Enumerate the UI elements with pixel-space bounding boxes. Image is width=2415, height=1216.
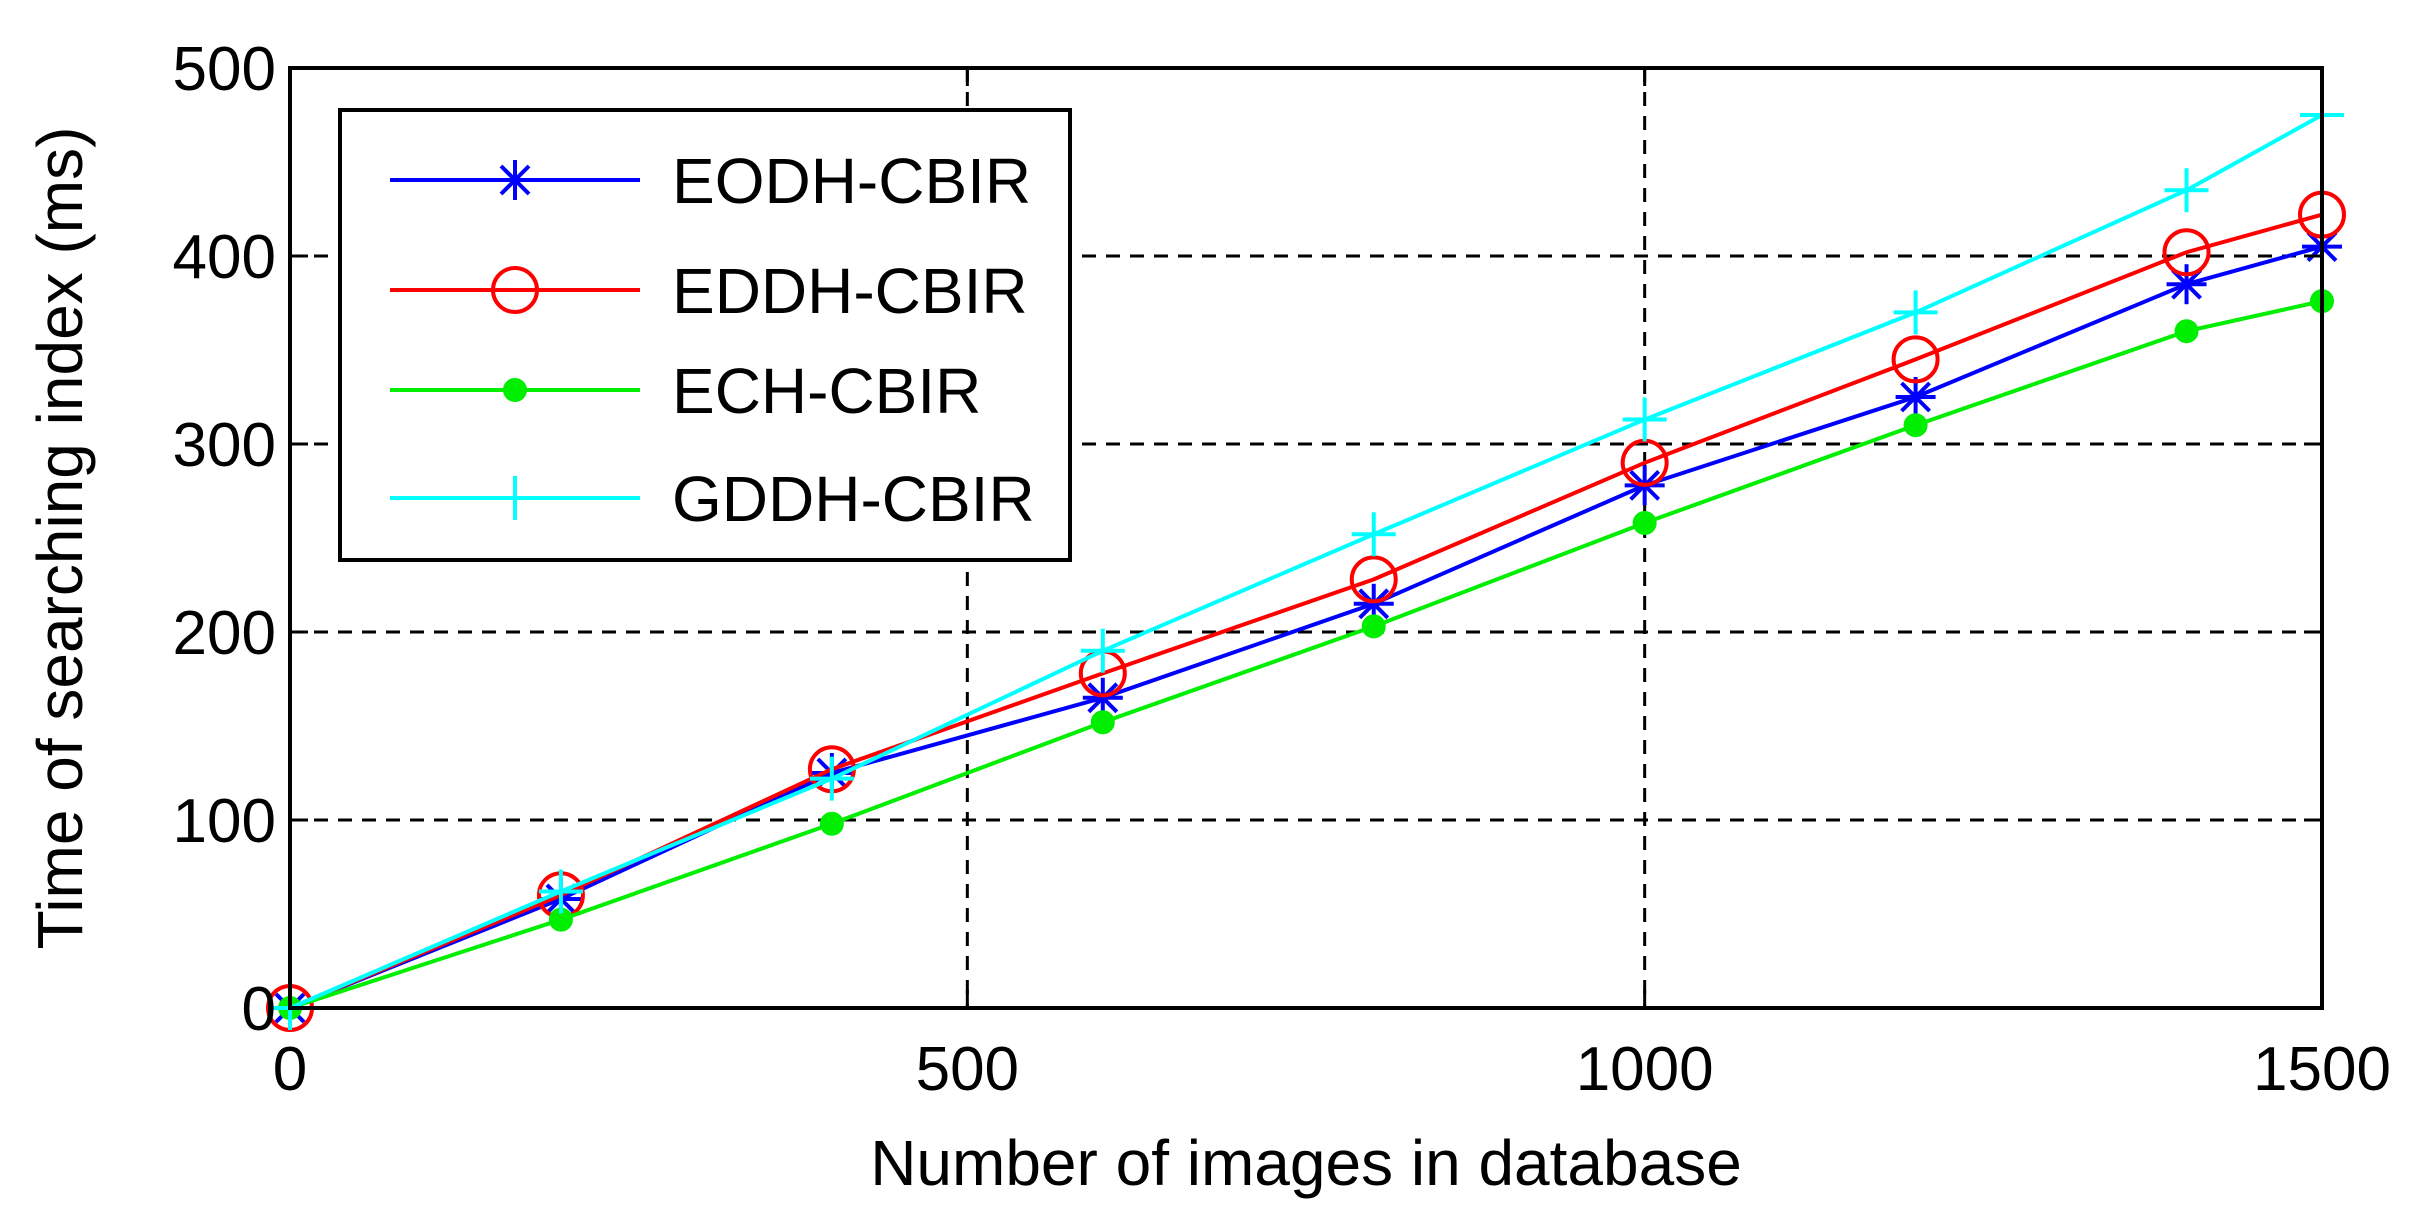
- x-axis-label: Number of images in database: [870, 1127, 1742, 1199]
- legend-item-eodh-cbir: EODH-CBIR: [390, 145, 1031, 217]
- marker-ast-d2: [1087, 682, 1119, 714]
- data-point-eddh-cbir: [2162, 228, 2211, 277]
- y-tick-label: 400: [173, 223, 276, 292]
- data-point-eodh-cbir: [2166, 264, 2207, 305]
- x-tick-label: 1000: [1576, 1035, 1714, 1104]
- data-point-ech-cbir: [1090, 710, 1115, 735]
- marker-dot: [1361, 614, 1386, 639]
- data-point-gddh-cbir: [809, 756, 854, 801]
- data-point-eddh-cbir: [1349, 555, 1398, 604]
- x-axis-ticks: 0 500 1000 1500: [273, 68, 2391, 1104]
- y-axis-label: Time of searching index (ms): [24, 127, 96, 950]
- plot-area-frame: [288, 66, 2324, 1010]
- legend-label: ECH-CBIR: [672, 355, 981, 427]
- marker-circle: [1891, 335, 1940, 384]
- series-layer: [266, 93, 2346, 1032]
- series-gddh-cbir: [268, 93, 2344, 1030]
- marker-circle: [491, 266, 539, 314]
- data-point-gddh-cbir: [1893, 290, 1938, 335]
- data-point-ech-cbir: [1903, 413, 1928, 438]
- legend-label: EDDH-CBIR: [672, 255, 1028, 327]
- data-point-gddh-cbir: [1622, 397, 1667, 442]
- marker-dot: [1632, 510, 1657, 535]
- legend-item-gddh-cbir: GDDH-CBIR: [390, 463, 1035, 535]
- data-point-gddh-cbir: [1080, 628, 1125, 673]
- data-point-ech-cbir: [2174, 319, 2199, 344]
- marker-ast-d2: [499, 164, 531, 196]
- legend: EODH-CBIR EDDH-CBIR ECH-CBIR GDDH-CBIR: [338, 108, 1072, 562]
- marker-circle: [1349, 555, 1398, 604]
- legend-box: [338, 108, 1072, 562]
- marker-dot: [819, 811, 844, 836]
- legend-label: EODH-CBIR: [672, 145, 1031, 217]
- y-tick-label: 500: [173, 35, 276, 104]
- series-ech-cbir: [278, 289, 2334, 1020]
- y-tick-label: 0: [242, 975, 276, 1044]
- y-tick-label: 200: [173, 599, 276, 668]
- data-point-ech-cbir: [1632, 510, 1657, 535]
- marker-ast-d2: [1900, 381, 1932, 413]
- data-point-gddh-cbir: [2164, 168, 2209, 213]
- legend-marker: [491, 266, 539, 314]
- data-point-eddh-cbir: [1891, 335, 1940, 384]
- y-tick-label: 300: [173, 411, 276, 480]
- x-tick-label: 0: [273, 1035, 307, 1104]
- legend-marker: [493, 476, 537, 520]
- marker-circle: [2162, 228, 2211, 277]
- data-point-ech-cbir: [1361, 614, 1386, 639]
- legend-items: EODH-CBIR EDDH-CBIR ECH-CBIR GDDH-CBIR: [390, 145, 1035, 535]
- data-point-eodh-cbir: [1895, 377, 1936, 417]
- marker-dot: [503, 378, 527, 402]
- x-tick-label: 500: [916, 1035, 1019, 1104]
- x-tick-label: 1500: [2253, 1035, 2391, 1104]
- legend-label: GDDH-CBIR: [672, 463, 1035, 535]
- legend-marker: [495, 160, 535, 200]
- legend-item-eddh-cbir: EDDH-CBIR: [390, 255, 1028, 327]
- marker-dot: [1090, 710, 1115, 735]
- y-axis-ticks: 0 100 200 300 400 500: [173, 35, 2322, 1044]
- data-point-ech-cbir: [819, 811, 844, 836]
- marker-dot: [1903, 413, 1928, 438]
- data-point-gddh-cbir: [1351, 512, 1396, 557]
- marker-dot: [2174, 319, 2199, 344]
- legend-item-ech-cbir: ECH-CBIR: [390, 355, 981, 427]
- legend-marker: [503, 378, 527, 402]
- y-tick-label: 100: [173, 787, 276, 856]
- data-point-gddh-cbir: [538, 869, 583, 914]
- marker-ast-d2: [1358, 588, 1390, 620]
- marker-ast-d2: [2171, 268, 2202, 300]
